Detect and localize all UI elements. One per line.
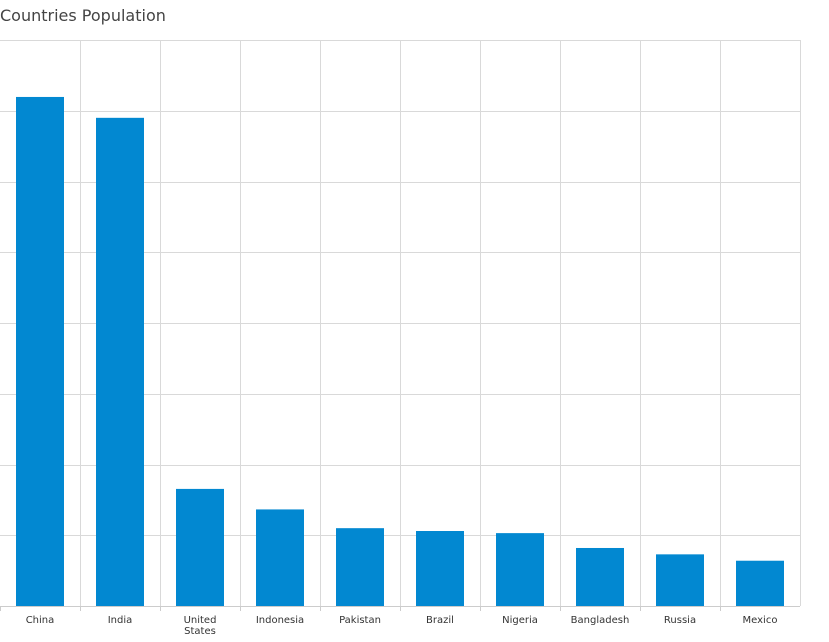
bars (16, 96, 784, 607)
x-tick-label: Bangladesh (571, 615, 630, 626)
x-tick-label: Indonesia (256, 615, 304, 626)
grid-lines (0, 40, 801, 606)
x-tick-label: Nigeria (502, 615, 538, 626)
x-tick-labels: China India United States Indonesia Pakistan B… (26, 615, 778, 637)
bar-pakistan (336, 528, 384, 606)
x-tick-label: China (26, 615, 55, 626)
bar-nigeria (496, 533, 544, 606)
bar-china (16, 96, 64, 607)
x-tick-label: Russia (664, 615, 696, 626)
x-tick-label: India (108, 615, 133, 626)
bar-mexico (736, 560, 784, 606)
bar-brazil (416, 531, 464, 606)
bar-united-states (176, 488, 224, 606)
bar-bangladesh (576, 547, 624, 606)
x-axis (0, 606, 800, 611)
bar-india (96, 117, 144, 606)
x-tick-label: Pakistan (339, 615, 381, 626)
x-tick-label: Mexico (743, 615, 778, 626)
x-tick-label: Brazil (426, 615, 454, 626)
x-tick-label: United States (184, 615, 217, 637)
chart-title: Countries Population (0, 6, 166, 25)
bar-indonesia (256, 509, 304, 606)
bar-russia (656, 554, 704, 606)
